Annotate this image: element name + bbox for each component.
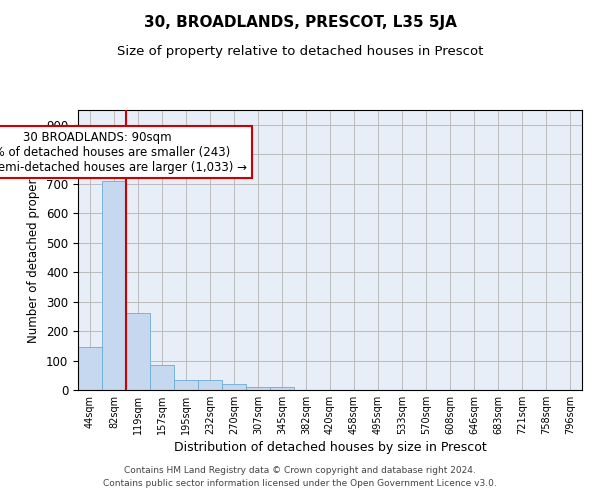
Bar bbox=[270, 387, 294, 390]
Y-axis label: Number of detached properties: Number of detached properties bbox=[28, 157, 40, 343]
Bar bbox=[174, 380, 198, 390]
Text: Contains HM Land Registry data © Crown copyright and database right 2024.
Contai: Contains HM Land Registry data © Crown c… bbox=[103, 466, 497, 487]
Bar bbox=[78, 348, 102, 390]
Text: 30, BROADLANDS, PRESCOT, L35 5JA: 30, BROADLANDS, PRESCOT, L35 5JA bbox=[143, 15, 457, 30]
X-axis label: Distribution of detached houses by size in Prescot: Distribution of detached houses by size … bbox=[173, 441, 487, 454]
Bar bbox=[246, 387, 270, 390]
Bar bbox=[198, 380, 222, 390]
Bar bbox=[150, 365, 174, 390]
Text: 30 BROADLANDS: 90sqm
← 19% of detached houses are smaller (243)
81% of semi-deta: 30 BROADLANDS: 90sqm ← 19% of detached h… bbox=[0, 130, 247, 174]
Bar bbox=[102, 180, 126, 390]
Bar bbox=[222, 384, 246, 390]
Text: Size of property relative to detached houses in Prescot: Size of property relative to detached ho… bbox=[117, 45, 483, 58]
Bar bbox=[126, 314, 150, 390]
